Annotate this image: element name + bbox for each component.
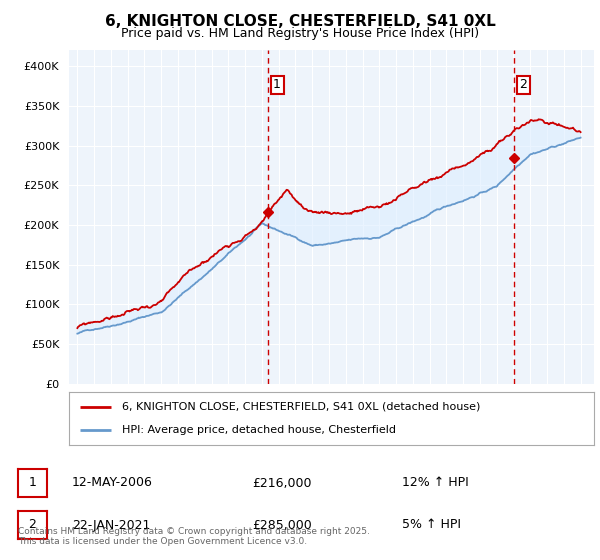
Text: 6, KNIGHTON CLOSE, CHESTERFIELD, S41 0XL: 6, KNIGHTON CLOSE, CHESTERFIELD, S41 0XL (104, 14, 496, 29)
Text: Price paid vs. HM Land Registry's House Price Index (HPI): Price paid vs. HM Land Registry's House … (121, 27, 479, 40)
Text: Contains HM Land Registry data © Crown copyright and database right 2025.
This d: Contains HM Land Registry data © Crown c… (18, 526, 370, 546)
Text: 1: 1 (273, 78, 281, 91)
Text: 22-JAN-2021: 22-JAN-2021 (72, 519, 151, 531)
Text: 6, KNIGHTON CLOSE, CHESTERFIELD, S41 0XL (detached house): 6, KNIGHTON CLOSE, CHESTERFIELD, S41 0XL… (121, 402, 480, 412)
Text: 2: 2 (28, 519, 37, 531)
Text: HPI: Average price, detached house, Chesterfield: HPI: Average price, detached house, Ches… (121, 425, 395, 435)
Text: £216,000: £216,000 (252, 477, 311, 489)
Text: £285,000: £285,000 (252, 519, 312, 531)
Text: 5% ↑ HPI: 5% ↑ HPI (402, 519, 461, 531)
Text: 12-MAY-2006: 12-MAY-2006 (72, 477, 153, 489)
Text: 1: 1 (28, 477, 37, 489)
Text: 2: 2 (520, 78, 527, 91)
Text: 12% ↑ HPI: 12% ↑ HPI (402, 477, 469, 489)
